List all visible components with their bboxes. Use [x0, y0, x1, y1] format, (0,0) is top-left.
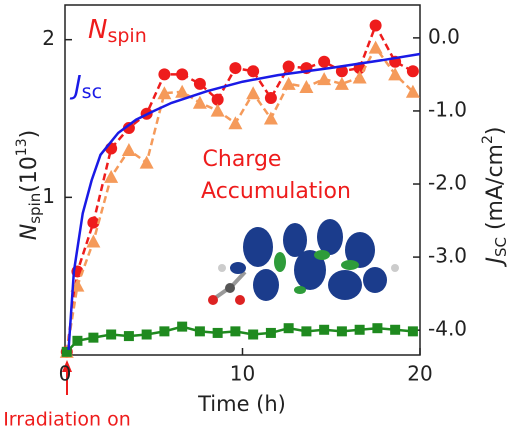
arrow-head [62, 360, 72, 372]
point [407, 326, 418, 337]
point [177, 321, 188, 332]
point [388, 67, 403, 81]
point [175, 84, 190, 98]
y2-tick-label: 0.0 [428, 24, 460, 48]
annotation: Accumulation [201, 179, 351, 204]
y2-label-part: J [483, 257, 508, 268]
point [336, 326, 347, 337]
point [264, 92, 277, 105]
annotation-part: sc [82, 81, 102, 103]
point [265, 327, 276, 338]
point [87, 216, 100, 229]
y-tick-label: 1 [42, 184, 55, 208]
point [122, 121, 135, 134]
y2-label-part: (mA/cm [483, 144, 508, 237]
x-tick-label: 20 [407, 362, 432, 386]
point [246, 86, 261, 100]
point [106, 329, 117, 340]
point [121, 143, 136, 157]
point [369, 19, 382, 32]
point [228, 116, 243, 130]
point [123, 331, 134, 342]
point [230, 326, 241, 337]
point [157, 86, 172, 100]
jsc-annotation: Jsc [69, 71, 102, 103]
point [104, 169, 119, 183]
point [354, 324, 365, 335]
x-tick-label: 0 [59, 362, 72, 386]
y-label-part: N [17, 224, 42, 240]
point [390, 324, 401, 335]
point [229, 62, 242, 75]
point [211, 93, 224, 106]
nspin-annotation: Nspin [88, 15, 147, 47]
point [212, 327, 223, 338]
point [159, 326, 170, 337]
y-label-part: spin [26, 193, 44, 224]
y2-tick-label: -2.0 [428, 171, 467, 195]
point [283, 323, 294, 334]
point [193, 77, 206, 90]
point [72, 335, 83, 346]
point [335, 65, 348, 78]
annotation-part: J [69, 71, 82, 101]
point [281, 76, 296, 90]
point [192, 95, 207, 109]
point [158, 68, 171, 81]
point [141, 329, 152, 340]
point [372, 323, 383, 334]
y-tick-label: 2 [42, 26, 55, 50]
point [88, 332, 99, 343]
y-label-part: ) [17, 130, 42, 139]
point [139, 155, 154, 169]
series-line [67, 52, 421, 350]
point [194, 326, 205, 337]
y2-label-part: SC [492, 237, 510, 257]
point [317, 72, 332, 86]
y2-tick-label: -4.0 [428, 317, 467, 341]
annotation-part: N [88, 15, 107, 45]
y-label-part: 13 [14, 138, 30, 156]
point [86, 234, 101, 248]
point [248, 329, 259, 340]
y-axis-label: Nspin(1013) [14, 130, 44, 240]
y2-tick-label: -1.0 [428, 97, 467, 121]
point [405, 84, 420, 98]
y2-label-part: 2 [480, 135, 496, 144]
x-tick-label: 10 [230, 362, 255, 386]
point [352, 70, 367, 84]
point [263, 111, 278, 125]
point [176, 68, 189, 81]
point [319, 324, 330, 335]
point [282, 60, 295, 73]
point [301, 326, 312, 337]
annotation-part: spin [107, 25, 146, 47]
y2-axis-label: JSC (mA/cm2) [480, 126, 510, 267]
point [61, 346, 72, 357]
point [334, 76, 349, 90]
point [210, 103, 225, 117]
x-axis-label: Time (h) [197, 392, 286, 416]
y-label-part: (10 [17, 156, 42, 193]
point [368, 40, 383, 54]
annotation: Charge [203, 147, 282, 172]
point [299, 79, 314, 93]
point [406, 65, 419, 78]
point [318, 55, 331, 68]
y2-tick-label: -3.0 [428, 244, 467, 268]
y2-label-part: ) [483, 126, 508, 135]
point [247, 65, 260, 78]
molecule-illustration [208, 219, 399, 305]
annotation: Irradiation on [3, 409, 131, 431]
